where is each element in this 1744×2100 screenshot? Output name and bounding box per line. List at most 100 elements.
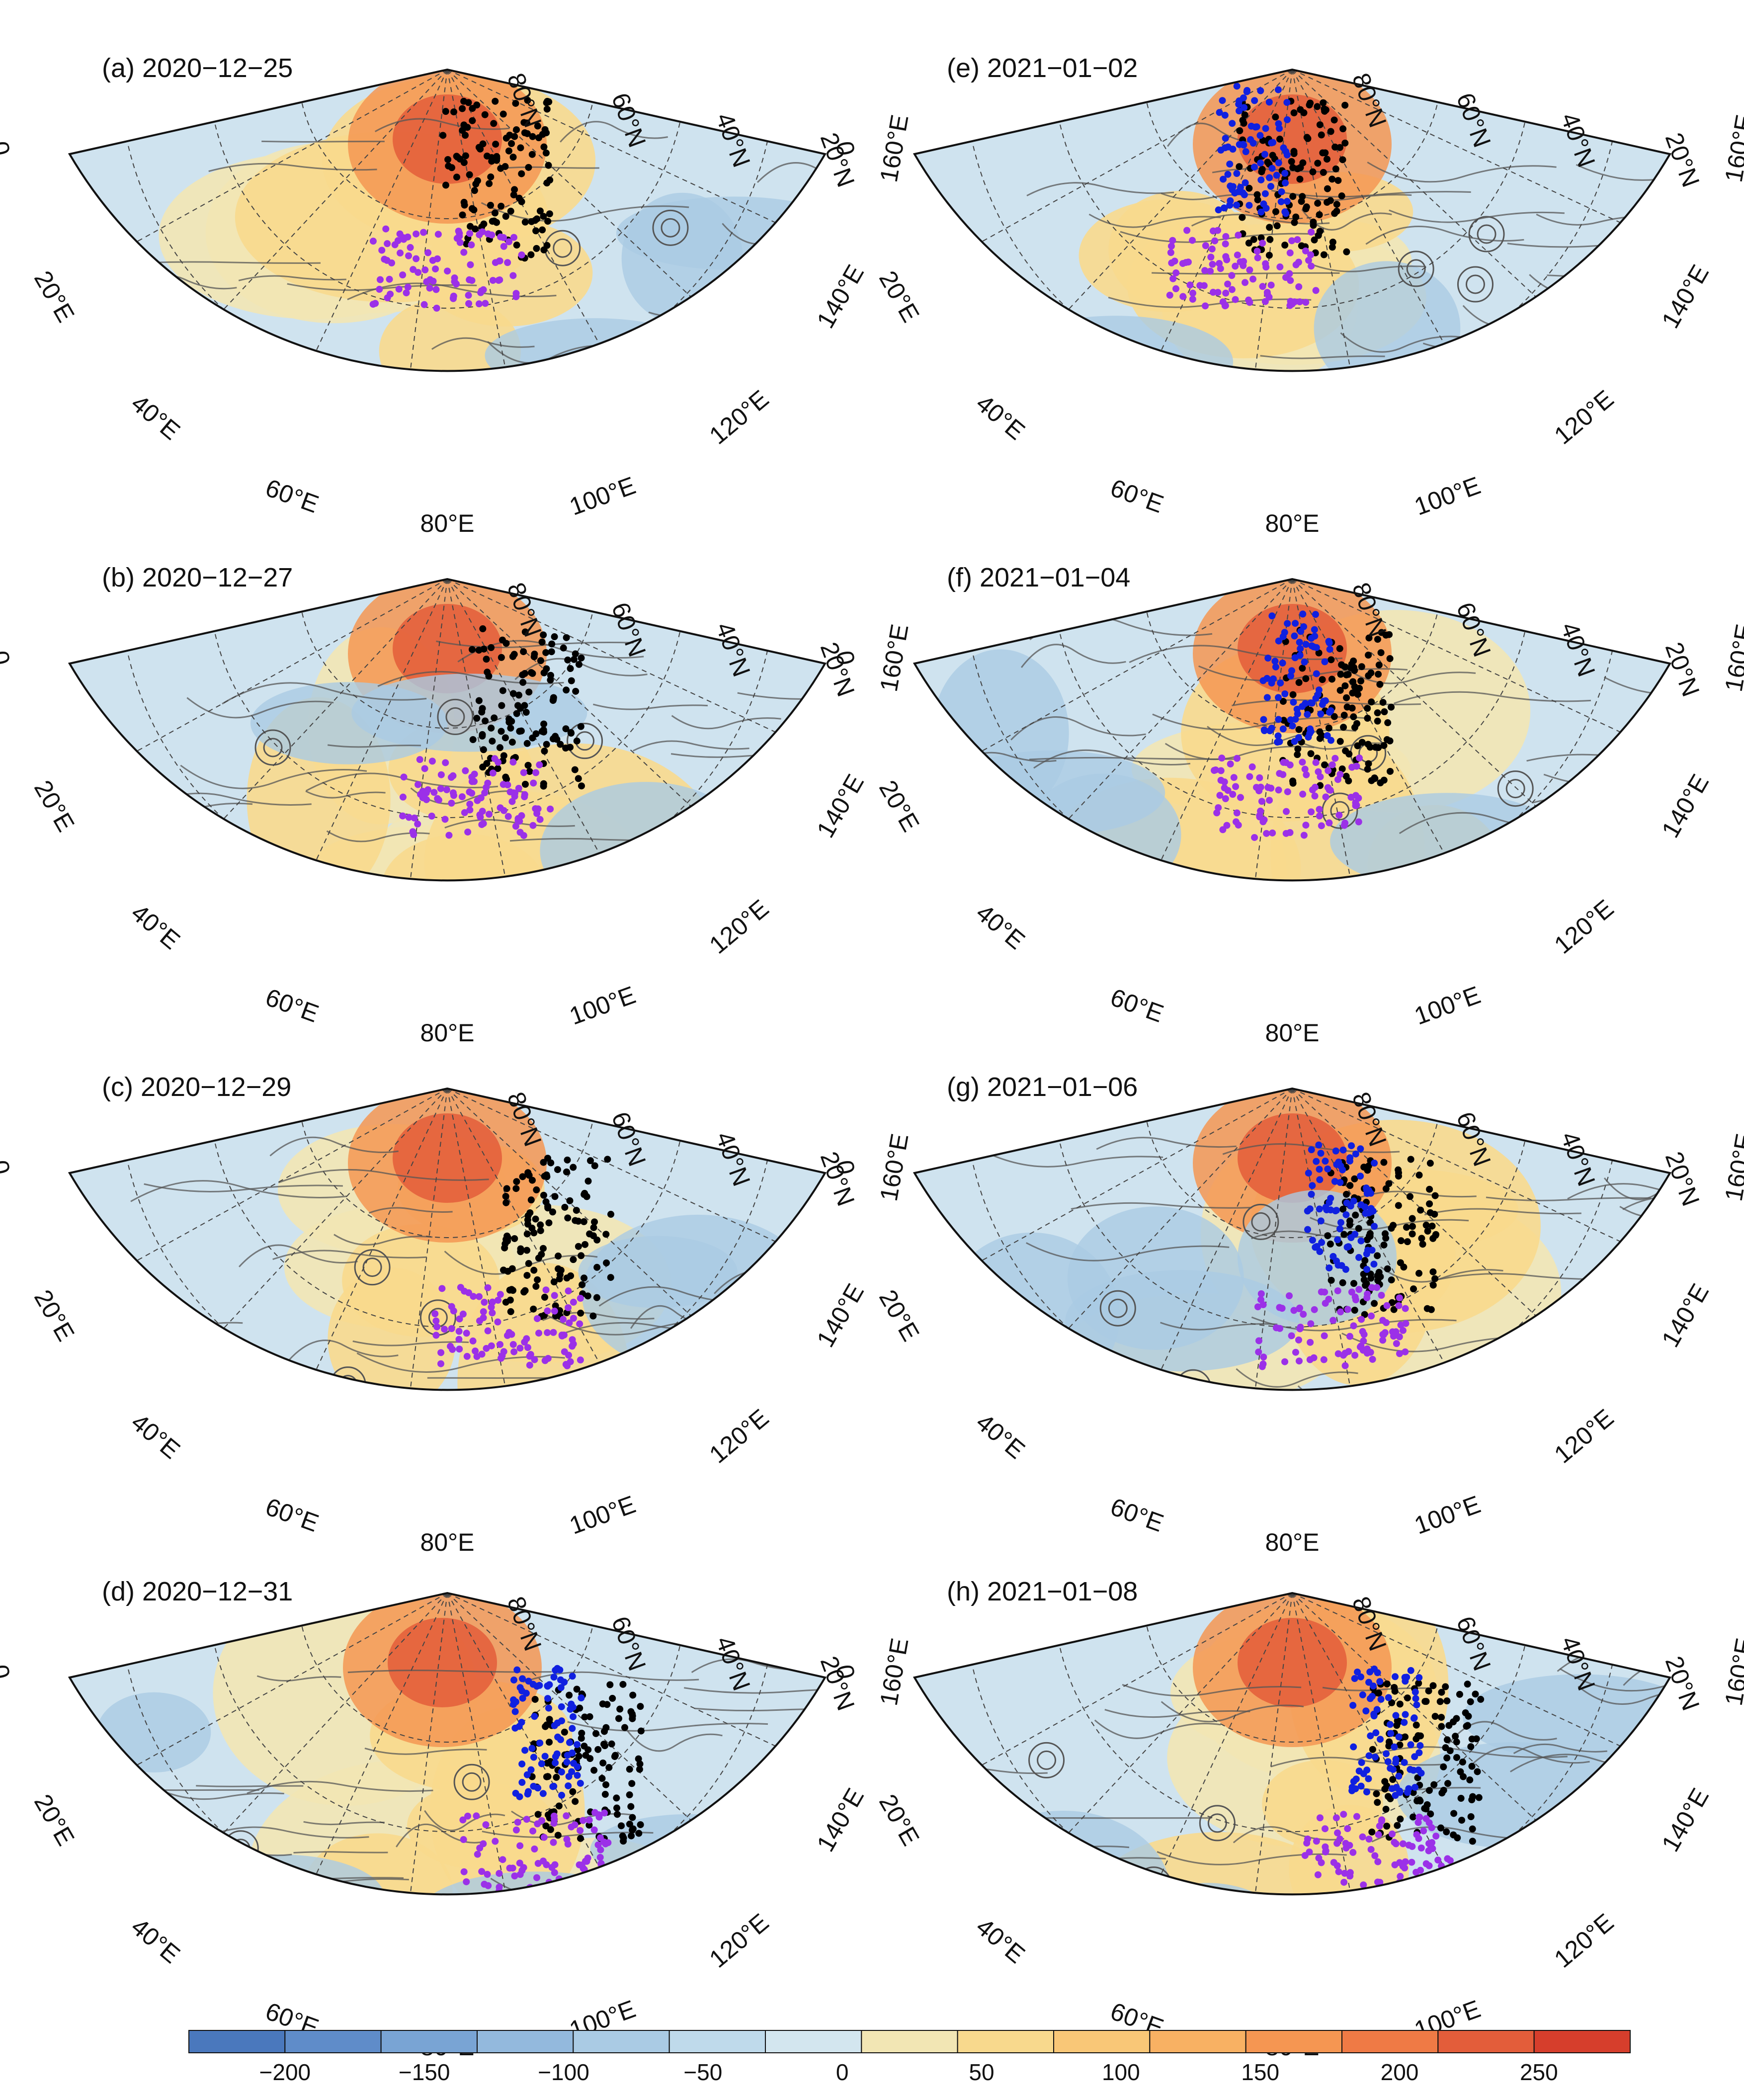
lon-label: 60°E <box>1107 1493 1167 1537</box>
panel-border <box>68 1087 827 1391</box>
colorbar-tick-label: 100 <box>1102 2059 1140 2085</box>
lon-label: 160°E <box>1720 1131 1744 1203</box>
lon-label: 60°E <box>262 983 323 1028</box>
panel-title: (a) 2020−12−25 <box>102 53 293 83</box>
lon-label: 80°E <box>1265 509 1320 537</box>
lon-label: 40°E <box>126 389 185 445</box>
purple-trajectory-points <box>1254 1284 1410 1370</box>
lon-label: 80°E <box>420 509 475 537</box>
lon-label: 140°E <box>811 1783 869 1856</box>
colorbar-tick-label: 200 <box>1381 2059 1419 2085</box>
colorbar-tick-label: 50 <box>969 2059 994 2085</box>
lon-label: 80°E <box>420 1528 475 1556</box>
colorbar-segment <box>477 2030 574 2053</box>
colorbar-segment <box>1437 2030 1535 2053</box>
lon-label: 40°E <box>126 1408 185 1464</box>
lon-label: 100°E <box>1411 1490 1484 1539</box>
panel-map <box>914 1593 1670 1895</box>
panel-title: (f) 2021−01−04 <box>947 563 1130 592</box>
lon-label: 160°E <box>875 112 914 184</box>
colorbar-segment <box>1245 2030 1343 2053</box>
panel-border <box>913 578 1672 882</box>
panel-border <box>913 68 1672 372</box>
colorbar-segment <box>1149 2030 1246 2053</box>
lon-label: 160°E <box>875 1636 914 1707</box>
lon-label: 20°E <box>29 1285 80 1345</box>
colorbar-segment <box>861 2030 958 2053</box>
lon-label: 100°E <box>566 471 639 520</box>
lon-label: 20°E <box>29 775 80 836</box>
colorbar-tick-label: −100 <box>538 2059 589 2085</box>
lon-label: 140°E <box>811 260 869 333</box>
lon-label: 140°E <box>1656 769 1714 842</box>
panel-title: (b) 2020−12−27 <box>102 563 293 592</box>
colorbar-segment <box>573 2030 670 2053</box>
lon-label: 80°E <box>1265 1528 1320 1556</box>
lon-label: 40°E <box>126 899 185 955</box>
lon-label: 20°E <box>29 1789 80 1850</box>
lon-label: 160°E <box>1720 1636 1744 1707</box>
blue-trajectory-points <box>1215 83 1291 217</box>
purple-trajectory-points <box>369 225 525 312</box>
panel-c: (c) 2020−12−29 0 20°E 40°E 60°E 80°E 100°E 120°… <box>0 1072 914 1556</box>
lon-label: 20°E <box>874 266 925 327</box>
colorbar-segment <box>1341 2030 1439 2053</box>
lon-label: 120°E <box>704 1908 774 1973</box>
colorbar: −200 −150 −100 −50 0 50 100 150 200 250 <box>188 2030 1631 2085</box>
colorbar-segment <box>380 2030 478 2053</box>
lon-label: 20°E <box>874 1285 925 1345</box>
black-trajectory-points <box>439 96 554 262</box>
black-trajectory-points <box>500 1155 615 1320</box>
lon-label: 120°E <box>1549 1908 1619 1973</box>
lon-label: 80°E <box>420 1019 475 1047</box>
lon-label: 140°E <box>1656 260 1714 333</box>
lon-label: 140°E <box>1656 1279 1714 1351</box>
purple-trajectory-points <box>1210 755 1363 841</box>
panel-title: (h) 2021−01−08 <box>947 1577 1138 1606</box>
black-trajectory-points <box>1236 97 1350 259</box>
colorbar-tick-label: −200 <box>259 2059 311 2085</box>
lon-label: 160°E <box>875 622 914 693</box>
lon-label: 160°E <box>1720 622 1744 693</box>
lon-label: 160°E <box>1720 112 1744 184</box>
panel-border <box>68 578 827 882</box>
colorbar-segment <box>765 2030 862 2053</box>
lon-label: 20°E <box>874 775 925 836</box>
black-trajectory-points <box>469 625 585 790</box>
colorbar-segment <box>957 2030 1054 2053</box>
lon-label: 120°E <box>704 385 774 450</box>
panel-g: (g) 2021−01−06020°E40°E60°E80°E100°E120°… <box>830 1072 1744 1556</box>
colorbar-tick-label: 250 <box>1520 2059 1558 2085</box>
colorbar-tick-label: −50 <box>683 2059 722 2085</box>
colorbar-segment <box>1053 2030 1151 2053</box>
lon-label: 120°E <box>1549 894 1619 959</box>
colorbar-tick-label: 150 <box>1241 2059 1279 2085</box>
lon-label: 60°E <box>1107 474 1167 518</box>
panel-title: (g) 2021−01−06 <box>947 1072 1138 1102</box>
colorbar-segment <box>668 2030 766 2053</box>
lon-label: 140°E <box>811 769 869 842</box>
lon-label: 120°E <box>704 1404 774 1469</box>
panel-title: (e) 2021−01−02 <box>947 53 1138 83</box>
lon-label: 100°E <box>1411 471 1484 520</box>
purple-trajectory-points <box>1166 227 1320 310</box>
blue-trajectory-points <box>1348 1665 1425 1799</box>
lon-label: 40°E <box>126 1913 185 1969</box>
panel-border <box>68 68 827 372</box>
colorbar-tick-label: 0 <box>836 2059 849 2085</box>
colorbar-tick-label: −150 <box>399 2059 450 2085</box>
panel-map <box>70 579 825 881</box>
lon-label: 100°E <box>566 1490 639 1539</box>
lon-label: 120°E <box>1549 1404 1619 1469</box>
panel-f: (f) 2021−01−04020°E40°E60°E80°E100°E120°… <box>830 563 1744 1047</box>
blue-trajectory-points <box>1259 610 1334 746</box>
panel-map <box>914 579 1670 881</box>
blue-trajectory-points <box>1304 1141 1378 1273</box>
colorbar-segment <box>1533 2030 1631 2053</box>
panel-title: (d) 2020−12−31 <box>102 1577 293 1606</box>
lon-label: 20°E <box>29 266 80 327</box>
panel-e: (e) 2021−01−02020°E40°E60°E80°E100°E120°… <box>830 53 1744 537</box>
panel-title: (c) 2020−12−29 <box>102 1072 291 1102</box>
colorbar-segment <box>284 2030 382 2053</box>
